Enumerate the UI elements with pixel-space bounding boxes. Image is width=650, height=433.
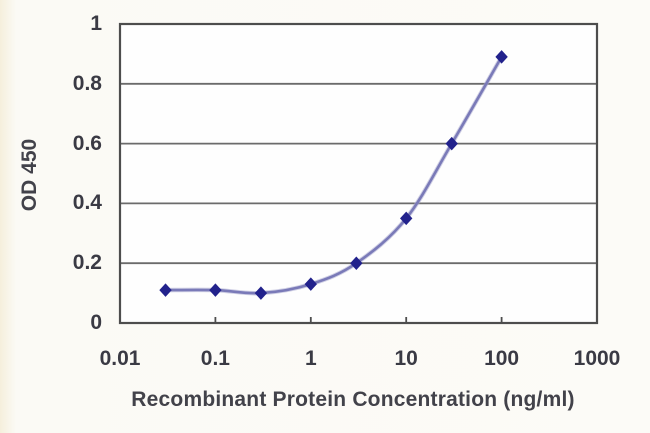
y-tick-label: 0.4 bbox=[72, 191, 102, 215]
x-tick-label: 1 bbox=[304, 347, 317, 370]
y-tick-label: 0.6 bbox=[72, 131, 102, 155]
data-point-marker bbox=[350, 256, 363, 270]
data-point-marker bbox=[495, 50, 508, 64]
y-tick-label: 0.2 bbox=[72, 251, 102, 275]
y-tick-label: 0.8 bbox=[72, 71, 102, 95]
x-tick-label: 10 bbox=[394, 347, 418, 370]
x-tick-label: 100 bbox=[484, 347, 520, 370]
x-tick-label: 0.01 bbox=[99, 347, 141, 370]
x-axis-title: Recombinant Protein Concentration (ng/ml… bbox=[131, 388, 575, 411]
data-point-marker bbox=[254, 286, 268, 300]
plot-border bbox=[118, 22, 599, 325]
data-point-marker bbox=[400, 211, 413, 226]
y-tick-label: 0 bbox=[90, 311, 102, 334]
data-point-marker bbox=[304, 277, 317, 291]
plot-background bbox=[120, 24, 597, 323]
data-point-marker bbox=[209, 283, 222, 297]
x-tick-label: 1000 bbox=[573, 347, 621, 370]
data-point-marker bbox=[445, 136, 458, 151]
x-tick-label: 0.1 bbox=[200, 347, 230, 370]
data-point-marker bbox=[159, 283, 172, 297]
y-tick-label: 1 bbox=[90, 12, 102, 35]
